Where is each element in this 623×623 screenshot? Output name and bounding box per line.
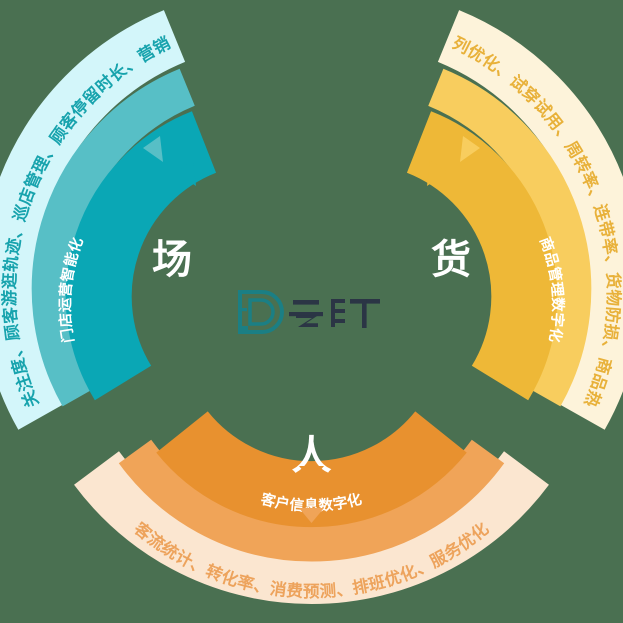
chang-band-inner: [65, 111, 217, 401]
sector-notches: [143, 136, 480, 523]
logo-text-yunding: [288, 298, 380, 328]
logo-mark-d: [237, 289, 284, 334]
huo-band-middle: [428, 68, 592, 407]
chang-band-outer: [0, 10, 186, 430]
huo-band-inner: [406, 111, 558, 401]
ren-band-inner: [156, 410, 467, 528]
center-logo[interactable]: [232, 282, 392, 342]
sector-huo-label: 货: [431, 237, 471, 283]
sector-ren[interactable]: 客流统计、转化率、消费预测、排班优化、服务优化 客户信息数字化 人: [74, 410, 549, 604]
sector-chang-label: 场: [152, 237, 192, 283]
sector-chang[interactable]: 区域关注度、顾客游逛轨迹、巡店管理、顾客停留时长、营销活动 门店运营智能化 场: [0, 0, 217, 430]
ren-band-outer: [74, 451, 549, 604]
chang-band-middle: [31, 68, 195, 407]
huo-band-outer: [437, 10, 623, 430]
ren-band-middle: [118, 439, 505, 562]
